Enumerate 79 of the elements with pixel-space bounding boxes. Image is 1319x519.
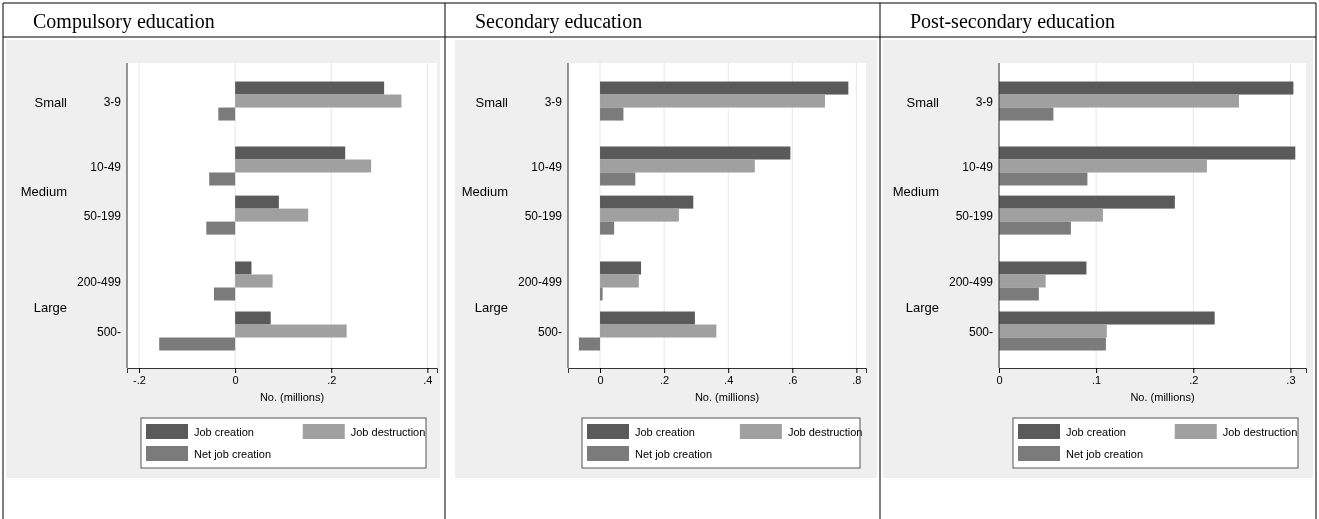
- y-tick-label: 3-9: [103, 95, 122, 110]
- text: Large: [474, 299, 508, 315]
- legend-label: Job creation: [1066, 425, 1126, 438]
- bar: [600, 324, 717, 338]
- bar: [999, 81, 1294, 95]
- text: Medium: [892, 183, 939, 199]
- legend-label: Job destruction: [350, 425, 426, 438]
- text: Small: [906, 94, 940, 110]
- bar: [206, 221, 236, 235]
- x-tick-label: 0: [232, 373, 239, 386]
- legend-label: Job destruction: [1222, 425, 1298, 438]
- chart-title: Secondary education: [475, 10, 643, 33]
- bar: [600, 221, 615, 235]
- x-tick-label: .2: [1189, 373, 1199, 386]
- bar: [999, 311, 1215, 325]
- x-axis-title: No. (millions): [1130, 391, 1195, 403]
- y-tick-label: 50-199: [524, 209, 563, 224]
- x-tick-label: .4: [724, 373, 734, 386]
- bar: [600, 94, 825, 108]
- bar: [218, 107, 236, 121]
- x-axis-title: No. (millions): [259, 391, 325, 403]
- bar: [600, 311, 695, 325]
- y-tick-label: 50-199: [83, 209, 122, 224]
- bar: [999, 221, 1071, 235]
- legend-label: Net job creation: [635, 447, 713, 460]
- bar: [999, 208, 1103, 222]
- bar: [999, 324, 1107, 338]
- legend-label: Net job creation: [1066, 447, 1144, 460]
- x-tick-label: -.2: [133, 373, 146, 386]
- y-tick-label: 200-499: [76, 275, 122, 290]
- x-tick-label: .2: [660, 373, 670, 386]
- text: Small: [34, 94, 68, 110]
- text: Large: [33, 299, 67, 315]
- y-tick-label: 3-9: [544, 95, 563, 110]
- text: Large: [905, 299, 939, 315]
- y-tick-label: 10-49: [962, 160, 994, 175]
- bar: [600, 208, 679, 222]
- x-tick-label: .2: [327, 373, 337, 386]
- y-tick-label: 10-49: [531, 160, 563, 175]
- bar: [999, 107, 1054, 121]
- bar: [600, 195, 694, 209]
- x-tick-label: 0: [996, 373, 1003, 386]
- y-tick-label: 200-499: [948, 275, 994, 290]
- bar: [999, 195, 1175, 209]
- bar: [999, 94, 1239, 108]
- bar: [235, 195, 279, 209]
- y-tick-label: 3-9: [975, 95, 994, 110]
- legend-label: Job creation: [194, 425, 254, 438]
- y-tick-label: 500-: [968, 325, 993, 340]
- bar: [600, 81, 849, 95]
- text: Medium: [461, 183, 508, 199]
- bar: [999, 337, 1106, 351]
- x-tick-label: .6: [788, 373, 798, 386]
- bar: [235, 208, 309, 222]
- y-tick-label: 500-: [537, 325, 562, 340]
- legend-label: Net job creation: [194, 447, 272, 460]
- bar: [235, 94, 402, 108]
- y-tick-label: 500-: [96, 325, 121, 340]
- x-tick-label: .8: [852, 373, 862, 386]
- legend-label: Job destruction: [787, 425, 863, 438]
- x-axis-title: No. (millions): [694, 391, 760, 403]
- legend-label: Job creation: [635, 425, 695, 438]
- y-tick-label: 200-499: [517, 275, 563, 290]
- text: Medium: [20, 183, 67, 199]
- chart-title: Compulsory education: [33, 10, 215, 33]
- bar: [159, 337, 236, 351]
- text: Small: [475, 94, 509, 110]
- y-tick-label: 50-199: [955, 209, 994, 224]
- x-tick-label: .3: [1286, 373, 1296, 386]
- x-tick-label: 0: [597, 373, 604, 386]
- bar: [235, 324, 347, 338]
- y-tick-label: 10-49: [90, 160, 122, 175]
- x-tick-label: .4: [423, 373, 433, 386]
- bar: [600, 107, 624, 121]
- bar: [235, 81, 385, 95]
- bar: [235, 311, 271, 325]
- x-tick-label: .1: [1092, 373, 1102, 386]
- chart-title: Post-secondary education: [910, 10, 1115, 33]
- bar: [578, 337, 601, 351]
